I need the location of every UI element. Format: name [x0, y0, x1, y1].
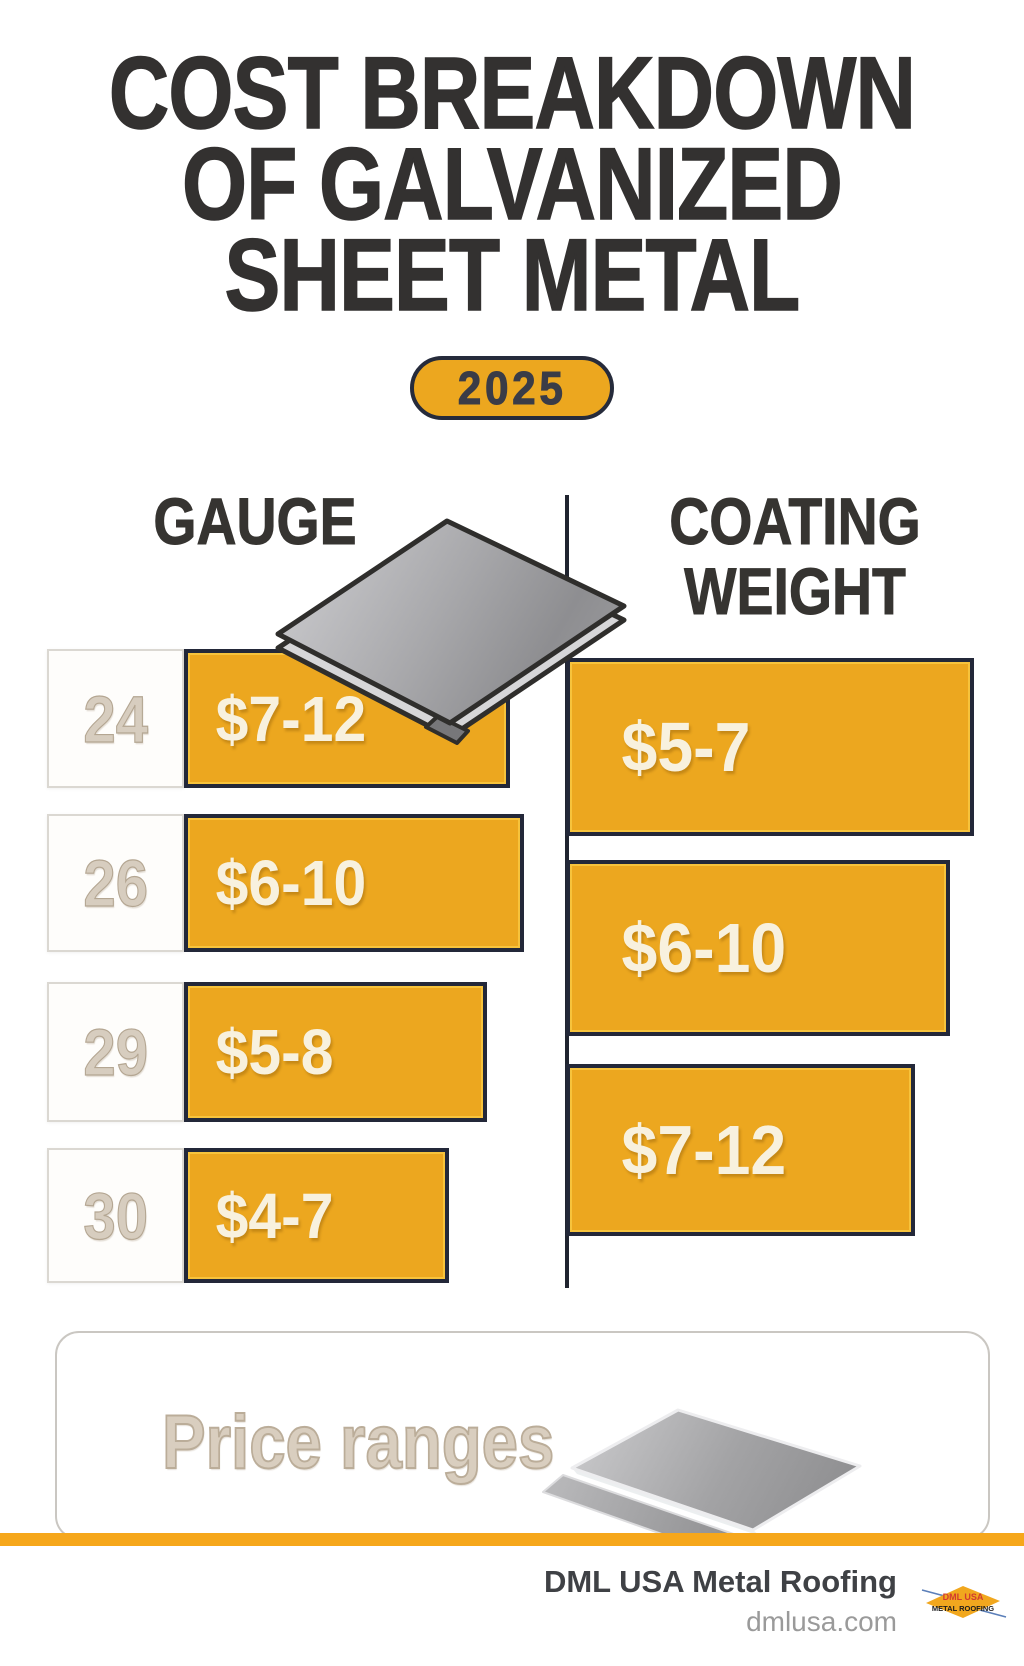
- gauge-number: 29: [83, 1014, 149, 1089]
- gauge-number-box: 30: [47, 1148, 184, 1283]
- title-line-3: SHEET METAL: [224, 218, 801, 332]
- coating-price: $7-12: [621, 1111, 787, 1189]
- coating-price: $6-10: [621, 909, 787, 987]
- coating-weight-column-header: COATING WEIGHT: [570, 484, 1020, 628]
- year-badge-label: 2025: [457, 362, 567, 415]
- coating-header-line-2: WEIGHT: [684, 554, 907, 628]
- gauge-header-label: GAUGE: [153, 484, 357, 558]
- svg-text:DML USA: DML USA: [943, 1592, 984, 1602]
- footer: DML USA Metal Roofing dmlusa.com DML USA…: [0, 1546, 1024, 1666]
- coating-price-bar-3: $7-12: [566, 1064, 915, 1236]
- gauge-number-box: 24: [47, 649, 184, 788]
- coating-price-bar-2: $6-10: [566, 860, 950, 1036]
- footer-company-name: DML USA Metal Roofing: [543, 1564, 897, 1599]
- gauge-number: 24: [83, 681, 149, 756]
- gauge-price: $5-8: [215, 1016, 334, 1088]
- gauge-price: $4-7: [215, 1179, 334, 1252]
- coating-price: $5-7: [621, 708, 751, 786]
- coating-price-bar-1: $5-7: [566, 658, 974, 836]
- price-ranges-title: Price ranges: [161, 1399, 555, 1486]
- gauge-number: 26: [83, 845, 149, 920]
- title-line-2: OF GALVANIZED: [181, 127, 843, 241]
- dml-usa-roof-logo-icon: DML USA METAL ROOFING: [921, 1586, 1007, 1618]
- orange-divider-bar: [0, 1533, 1024, 1546]
- gauge-number-box: 29: [47, 982, 184, 1122]
- gauge-price-bar: $4-7: [184, 1148, 449, 1283]
- sheet-metal-icon: [275, 518, 627, 745]
- page-title: COST BREAKDOWN OF GALVANIZED SHEET METAL: [0, 36, 1024, 332]
- gauge-price-bar: $5-8: [184, 982, 487, 1122]
- gauge-price: $6-10: [215, 847, 367, 919]
- gauge-price: $7-12: [215, 682, 367, 755]
- gauge-number-box: 26: [47, 814, 184, 952]
- sheet-metal-icon: [542, 1408, 862, 1540]
- coating-header-line-1: COATING: [669, 484, 921, 558]
- gauge-price-bar: $6-10: [184, 814, 524, 952]
- price-ranges-card: Price ranges: [55, 1331, 990, 1540]
- svg-text:METAL ROOFING: METAL ROOFING: [932, 1604, 994, 1613]
- year-badge: 2025: [410, 356, 614, 420]
- gauge-number: 30: [83, 1178, 149, 1253]
- footer-website: dmlusa.com: [746, 1606, 897, 1637]
- title-line-1: COST BREAKDOWN: [108, 36, 916, 150]
- gauge-column-header: GAUGE: [55, 484, 455, 558]
